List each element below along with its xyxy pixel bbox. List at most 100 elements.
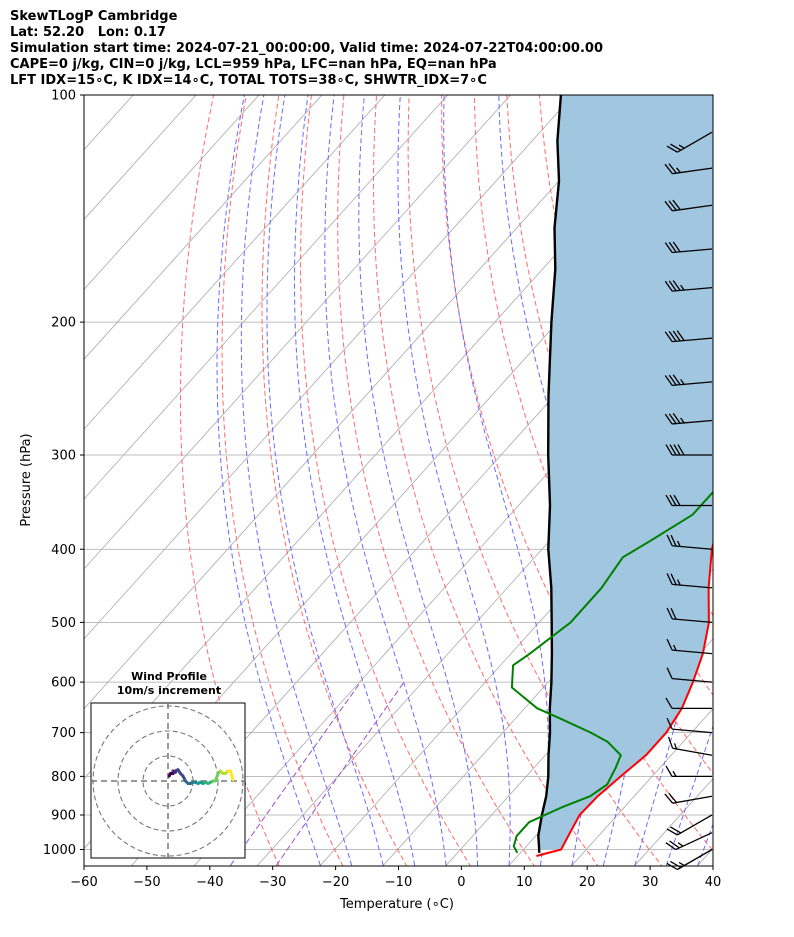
barb-flag [668,200,677,211]
barb-flag [672,374,681,386]
wind-barb [664,163,713,175]
index-line: LFT IDX=15∘C, K IDX=14∘C, TOTAL TOTS=38∘… [10,73,487,88]
dewpoint-line [510,490,713,854]
barb-staff [672,545,713,550]
cape-cin-shading [538,95,713,850]
chart-header: SkewTLogP Cambridge Lat: 52.20 Lon: 0.17… [10,9,603,89]
y-axis-label: Pressure (hPa) [19,433,34,526]
moist-adiabat [324,95,447,866]
barb-flag [670,608,677,620]
barb-flag [669,494,677,506]
barb-flag [668,241,677,253]
x-tick-label: 30 [642,875,659,890]
wind-barb [664,199,713,212]
inset-title-line1: Wind Profile [131,670,207,683]
x-tick-label: 40 [705,875,722,890]
barb-half-flag [678,144,685,149]
wind-barb [666,573,713,589]
barb-staff [677,131,713,153]
barb-flag [668,331,677,342]
wind-barb [666,607,713,624]
y-tick-label: 400 [51,543,76,558]
barb-flag [668,163,677,174]
wind-barb [665,832,713,851]
y-tick-label: 200 [51,316,76,331]
isotherm-line [84,95,386,430]
wind-barb [665,697,712,709]
dry-adiabat [337,95,535,866]
barb-staff [672,618,713,624]
isotherm-line [382,498,713,866]
barb-staff [672,286,713,292]
wind-barb [665,765,712,778]
barb-staff [672,795,713,804]
barb-flag [672,280,681,291]
barb-half-flag [673,743,678,750]
hodograph-inset [90,702,246,859]
chart-title: SkewTLogP Cambridge [10,9,178,24]
barb-flag [670,143,682,151]
barb-flag [672,241,681,253]
dry-adiabat [221,95,344,866]
barb-flag [668,413,677,424]
isotherm-line [570,708,713,866]
x-tick-label: −30 [259,875,286,890]
barb-flag [668,374,677,386]
x-tick-label: 10 [516,875,533,890]
barb-half-flag [678,861,685,867]
barb-flag [665,444,673,456]
barb-half-flag [680,284,685,291]
dry-adiabat [759,61,794,881]
isotherm-line [84,95,323,360]
barb-half-flag [672,770,677,777]
wind-barb [666,534,713,550]
y-tick-label: 300 [51,448,76,463]
wind-barb [667,736,713,756]
barb-staff [672,337,713,343]
hodograph-segment [229,769,235,782]
x-tick-label: −60 [70,875,97,890]
barb-flag [665,765,673,777]
barb-flag [666,534,673,547]
wind-barb [664,413,713,425]
dry-adiabat [727,61,794,881]
barb-half-flag [676,579,681,586]
inset-title-line2: 10m/s increment [116,684,222,697]
location-line: Lat: 52.20 Lon: 0.17 [10,25,166,40]
barb-flag [664,280,673,292]
barb-half-flag [673,644,677,651]
barb-flag [666,638,673,651]
dry-adiabat [506,95,713,697]
wind-barb [666,814,713,836]
isotherm-line [747,60,794,880]
x-axis-label: Temperature (∘C) [339,897,454,912]
barb-staff [672,204,713,212]
isotherm-line [84,95,197,221]
barb-flag [664,413,673,425]
barb-flag [672,199,681,211]
barb-flag [666,717,673,730]
barb-staff [672,381,713,387]
y-tick-label: 100 [51,89,76,104]
barb-half-flag [680,378,685,385]
parcel-profile-line [537,95,563,853]
barb-staff [672,248,713,254]
barb-staff [672,747,713,756]
barb-flag [665,697,673,709]
barb-flag [669,840,680,849]
x-tick-label: 20 [579,875,596,890]
y-tick-label: 800 [51,770,76,785]
barb-staff [672,167,713,175]
wind-barb [666,638,713,655]
barb-staff [672,728,713,734]
moist-adiabat [240,95,353,866]
inset-title: Wind Profile 10m/s increment [92,670,246,698]
wind-barbs [664,131,713,871]
x-tick-label: −40 [196,875,223,890]
moist-adiabat [216,95,321,866]
barb-staff [677,814,713,836]
isotherm-line [84,95,574,640]
barb-flag [672,413,681,424]
barb-flag [667,736,674,749]
dry-adiabat [790,61,794,881]
